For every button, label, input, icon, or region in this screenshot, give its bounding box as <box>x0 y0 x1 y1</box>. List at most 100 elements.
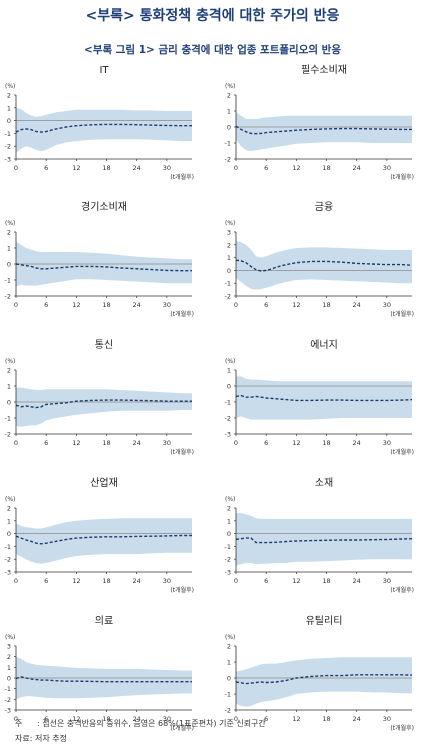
x-tick-label: 6 <box>44 164 48 172</box>
confidence-band <box>236 111 412 151</box>
y-tick-label: -3 <box>225 431 231 439</box>
panel-title: 금융 <box>315 201 333 213</box>
confidence-band <box>236 657 412 707</box>
x-tick-label: 24 <box>133 301 141 309</box>
x-tick-label: 12 <box>72 577 80 585</box>
x-tick-label: 0 <box>14 439 18 447</box>
y-tick-label: 0 <box>7 117 11 125</box>
y-tick-label: -2 <box>225 556 231 564</box>
x-tick-label: 30 <box>383 577 391 585</box>
x-tick-label: 24 <box>353 577 361 585</box>
median-line <box>235 674 413 685</box>
x-tick-label: 18 <box>322 439 330 447</box>
y-tick-label: 0 <box>7 399 11 407</box>
median-line <box>15 676 192 683</box>
x-tick-label: 30 <box>163 439 171 447</box>
median-line <box>235 537 413 544</box>
y-tick-label: 1 <box>7 383 11 391</box>
y-tick-label: -2 <box>5 293 11 301</box>
y-tick-label: -1 <box>225 140 231 148</box>
y-unit-label: (%) <box>225 634 235 641</box>
y-tick-label: -1 <box>225 280 231 288</box>
x-tick-label: 12 <box>72 301 80 309</box>
x-tick-label: 24 <box>353 715 361 723</box>
x-unit-label: (t개월후) <box>170 173 194 181</box>
y-tick-label: -1 <box>225 543 231 551</box>
x-tick-label: 24 <box>133 715 141 723</box>
confidence-band <box>236 513 412 566</box>
x-tick-label: 30 <box>163 301 171 309</box>
y-tick-label: -2 <box>5 431 11 439</box>
x-unit-label: (t개월후) <box>390 448 414 456</box>
confidence-band <box>236 376 412 420</box>
confidence-band <box>16 518 192 564</box>
x-tick-label: 12 <box>72 164 80 172</box>
y-tick-label: 2 <box>7 92 11 100</box>
x-tick-label: 18 <box>102 164 110 172</box>
x-tick-label: 12 <box>292 715 300 723</box>
y-unit-label: (%) <box>225 358 235 365</box>
y-tick-label: -3 <box>5 569 11 577</box>
x-tick-label: 24 <box>353 439 361 447</box>
y-unit-label: (%) <box>5 220 15 227</box>
x-tick-label: 24 <box>133 439 141 447</box>
panel-title: 유틸리티 <box>306 614 343 627</box>
x-unit-label: (t개월후) <box>170 310 194 318</box>
x-tick-label: 0 <box>234 577 238 585</box>
x-tick-label: 18 <box>102 715 110 723</box>
footnote-label: 주 <box>15 719 23 728</box>
panel-title: IT <box>99 65 109 76</box>
median-line <box>15 123 192 133</box>
x-unit-label: (t개월후) <box>390 586 414 594</box>
y-tick-label: 1 <box>227 108 231 116</box>
y-tick-label: 1 <box>7 104 11 112</box>
y-tick-label: 2 <box>227 241 231 249</box>
x-tick-label: 18 <box>102 301 110 309</box>
panel-title: 소재 <box>315 477 333 489</box>
y-tick-label: 1 <box>227 367 231 375</box>
page-title: <부록> 통화정책 충격에 대한 주가의 반응 <box>85 8 340 24</box>
x-tick-label: 30 <box>383 164 391 172</box>
x-tick-label: 18 <box>322 577 330 585</box>
x-unit-label: (t개월후) <box>170 586 194 594</box>
x-tick-label: 24 <box>133 577 141 585</box>
x-unit-label: (t개월후) <box>390 173 414 181</box>
median-line <box>15 534 192 545</box>
y-tick-label: 2 <box>7 367 11 375</box>
y-tick-label: 1 <box>7 245 11 253</box>
y-tick-label: -1 <box>5 685 11 693</box>
y-tick-label: -2 <box>225 293 231 301</box>
x-tick-label: 0 <box>14 715 18 723</box>
y-tick-label: 0 <box>7 261 11 269</box>
x-tick-label: 12 <box>292 577 300 585</box>
y-tick-label: -1 <box>5 277 11 285</box>
y-unit-label: (%) <box>225 83 235 90</box>
x-unit-label: (t개월후) <box>390 724 414 732</box>
y-tick-label: 1 <box>227 517 231 525</box>
y-tick-label: 0 <box>227 267 231 275</box>
median-line <box>235 394 413 402</box>
x-tick-label: 30 <box>163 164 171 172</box>
y-tick-label: -1 <box>225 399 231 407</box>
panel-title: 필수소비재 <box>301 64 347 76</box>
x-tick-label: 12 <box>292 164 300 172</box>
x-tick-label: 6 <box>264 715 268 723</box>
x-tick-label: 6 <box>44 715 48 723</box>
panel-10: 유틸리티(%)210-1-20 6 12 18 24 30(t개월후) <box>225 614 414 732</box>
y-tick-label: -2 <box>225 156 231 164</box>
y-tick-label: 2 <box>227 643 231 651</box>
x-tick-label: 30 <box>163 715 171 723</box>
panel-title: 경기소비재 <box>81 200 127 213</box>
panel-title: 통신 <box>95 339 113 351</box>
panel-6: 에너지(%)10-1-2-30 6 12 18 24 30(t개월후) <box>225 339 414 456</box>
x-tick-label: 30 <box>163 577 171 585</box>
x-tick-label: 0 <box>234 439 238 447</box>
y-tick-label: -2 <box>225 415 231 423</box>
y-unit-label: (%) <box>5 634 15 641</box>
panel-title: 의료 <box>95 615 113 627</box>
y-tick-label: 0 <box>227 675 231 683</box>
confidence-band <box>16 387 192 427</box>
confidence-band <box>16 107 192 153</box>
x-tick-label: 0 <box>14 164 18 172</box>
